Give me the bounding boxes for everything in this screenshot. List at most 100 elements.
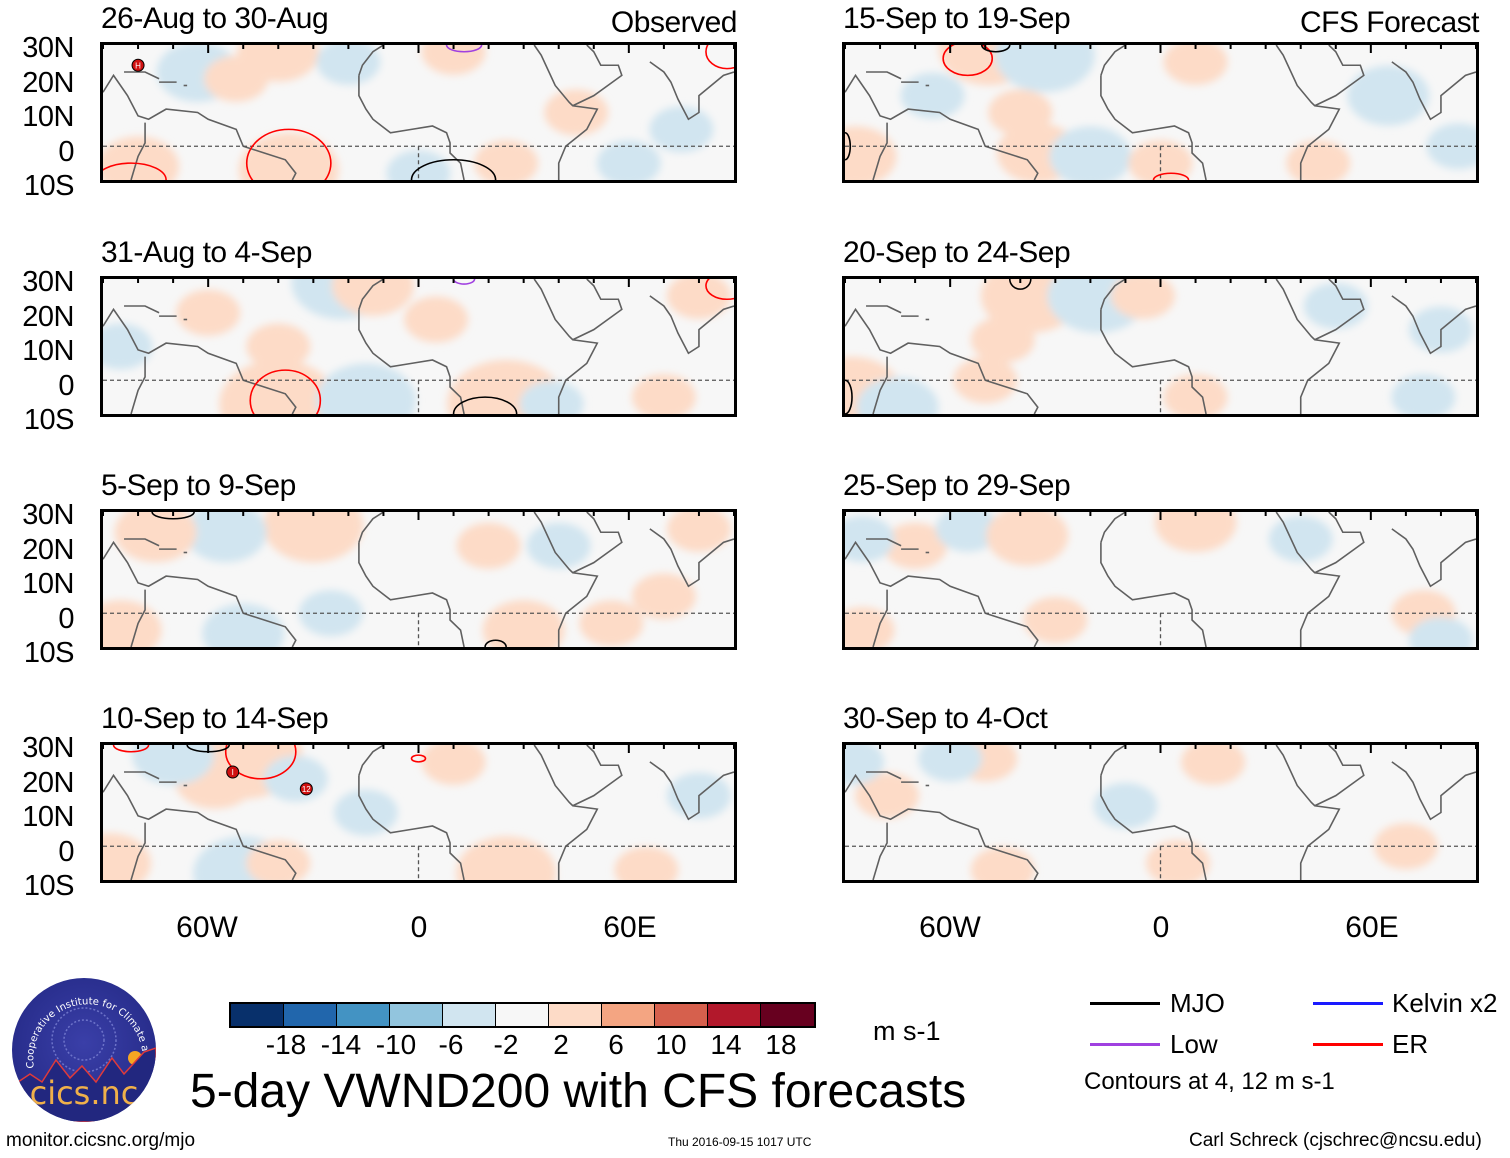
colorbar-swatch [337, 1004, 390, 1026]
anomaly-blob [1391, 374, 1456, 414]
contour-mjo [980, 45, 1011, 53]
anomaly-blob [1154, 512, 1237, 553]
contour-mjo [845, 131, 852, 161]
map-plot [845, 745, 1476, 880]
logo-text: cics.nc [30, 1074, 139, 1112]
coastline [1275, 512, 1341, 647]
contour-low [452, 279, 476, 285]
legend-label-low: Low [1170, 1029, 1218, 1059]
coastline [866, 305, 902, 314]
y-tick-label: 0 [58, 602, 74, 635]
panel-title: 20-Sep to 24-Sep [843, 236, 1071, 269]
map-panel [842, 276, 1479, 417]
colorbar-swatch [390, 1004, 443, 1026]
coastline [1314, 512, 1365, 574]
legend-line-kelvin [1313, 1002, 1383, 1005]
anomaly-blob [315, 363, 416, 414]
anomaly-blob [246, 323, 311, 370]
coastline [1100, 75, 1207, 180]
coastline [358, 775, 465, 880]
anomaly-blob [421, 745, 486, 785]
anomaly-blob [1163, 374, 1228, 414]
colorbar-swatch [284, 1004, 337, 1026]
coastline [130, 589, 146, 647]
contour-er [1152, 172, 1190, 180]
coastline [358, 542, 465, 647]
anomaly-blob [1286, 140, 1351, 180]
anomaly-blob [103, 833, 151, 880]
y-tick-label: 0 [58, 835, 74, 868]
y-tick-label: 20N [22, 66, 74, 99]
anomaly-blob [456, 522, 521, 569]
coastline [866, 771, 902, 780]
legend-label-kelvin: Kelvin x2 [1392, 988, 1498, 1018]
anomaly-blob [202, 603, 285, 647]
contour-mjo [151, 512, 195, 520]
coastline [533, 279, 599, 414]
colorbar-swatch [496, 1004, 549, 1026]
panel-title: 30-Sep to 4-Oct [843, 702, 1048, 735]
contour-er [245, 128, 332, 180]
contour-er [942, 45, 994, 77]
contour-mjo [452, 396, 518, 414]
anomaly-blob [1163, 45, 1228, 85]
anomaly-blob [1426, 123, 1476, 170]
colorbar-label: -10 [375, 1029, 417, 1060]
panel-title: 31-Aug to 4-Sep [101, 236, 312, 269]
coastline [845, 73, 1039, 180]
colorbar-swatch [549, 1004, 602, 1026]
anomaly-blob [1303, 283, 1368, 329]
map-plot: H [103, 45, 734, 180]
anomaly-blob [404, 296, 469, 343]
coastline [1391, 761, 1476, 821]
y-tick-label: 10S [23, 404, 75, 436]
coastline [124, 305, 160, 314]
map-plot [103, 279, 734, 414]
anomaly-blob [114, 512, 197, 563]
map-plot [845, 45, 1476, 180]
contour-er [705, 279, 734, 301]
coastline [572, 512, 623, 574]
anomaly-blob [649, 106, 714, 153]
x-tick-label: 60E [603, 911, 657, 944]
storm-label: 12 [302, 785, 311, 794]
y-tick-label: 0 [58, 135, 74, 168]
y-tick-label: 10S [23, 170, 75, 202]
anomaly-blob [219, 359, 338, 414]
anomaly-blob [526, 522, 591, 569]
map-panel [842, 42, 1479, 183]
coastline [649, 528, 734, 588]
anomaly-blob [855, 772, 920, 819]
y-tick-label: 30N [22, 499, 74, 531]
anomaly-blob [1093, 782, 1158, 829]
contour-er [112, 745, 150, 753]
panel-title: 10-Sep to 14-Sep [101, 702, 329, 735]
anomaly-blob [1268, 516, 1333, 562]
anomaly-blob [456, 836, 557, 880]
coastline [130, 122, 146, 180]
colorbar-label: -14 [320, 1029, 362, 1060]
colorbar-units: m s-1 [873, 1016, 941, 1046]
colorbar-label: -18 [265, 1029, 307, 1060]
coastline [872, 822, 888, 880]
legend-label-er: ER [1392, 1029, 1429, 1059]
anomaly-blob [986, 512, 1069, 566]
storm-label: H [135, 61, 141, 70]
coastline [845, 307, 1039, 414]
y-tick-label: 30N [22, 32, 74, 64]
coastline [103, 540, 297, 647]
coastline [649, 61, 734, 121]
anomaly-blob [845, 607, 895, 647]
coastline [1314, 45, 1365, 107]
coastline [872, 356, 888, 414]
anomaly-blob [994, 45, 1095, 93]
footer-url[interactable]: monitor.cicsnc.org/mjo [6, 1130, 196, 1151]
coastline [649, 295, 734, 355]
colorbar-swatch [655, 1004, 708, 1026]
contour-note: Contours at 4, 12 m s-1 [1084, 1068, 1335, 1095]
coastline [1314, 279, 1365, 341]
anomaly-blob [883, 522, 948, 569]
anomaly-blob [263, 755, 328, 802]
anomaly-blob [970, 846, 1035, 880]
y-tick-label: 10N [22, 568, 74, 600]
